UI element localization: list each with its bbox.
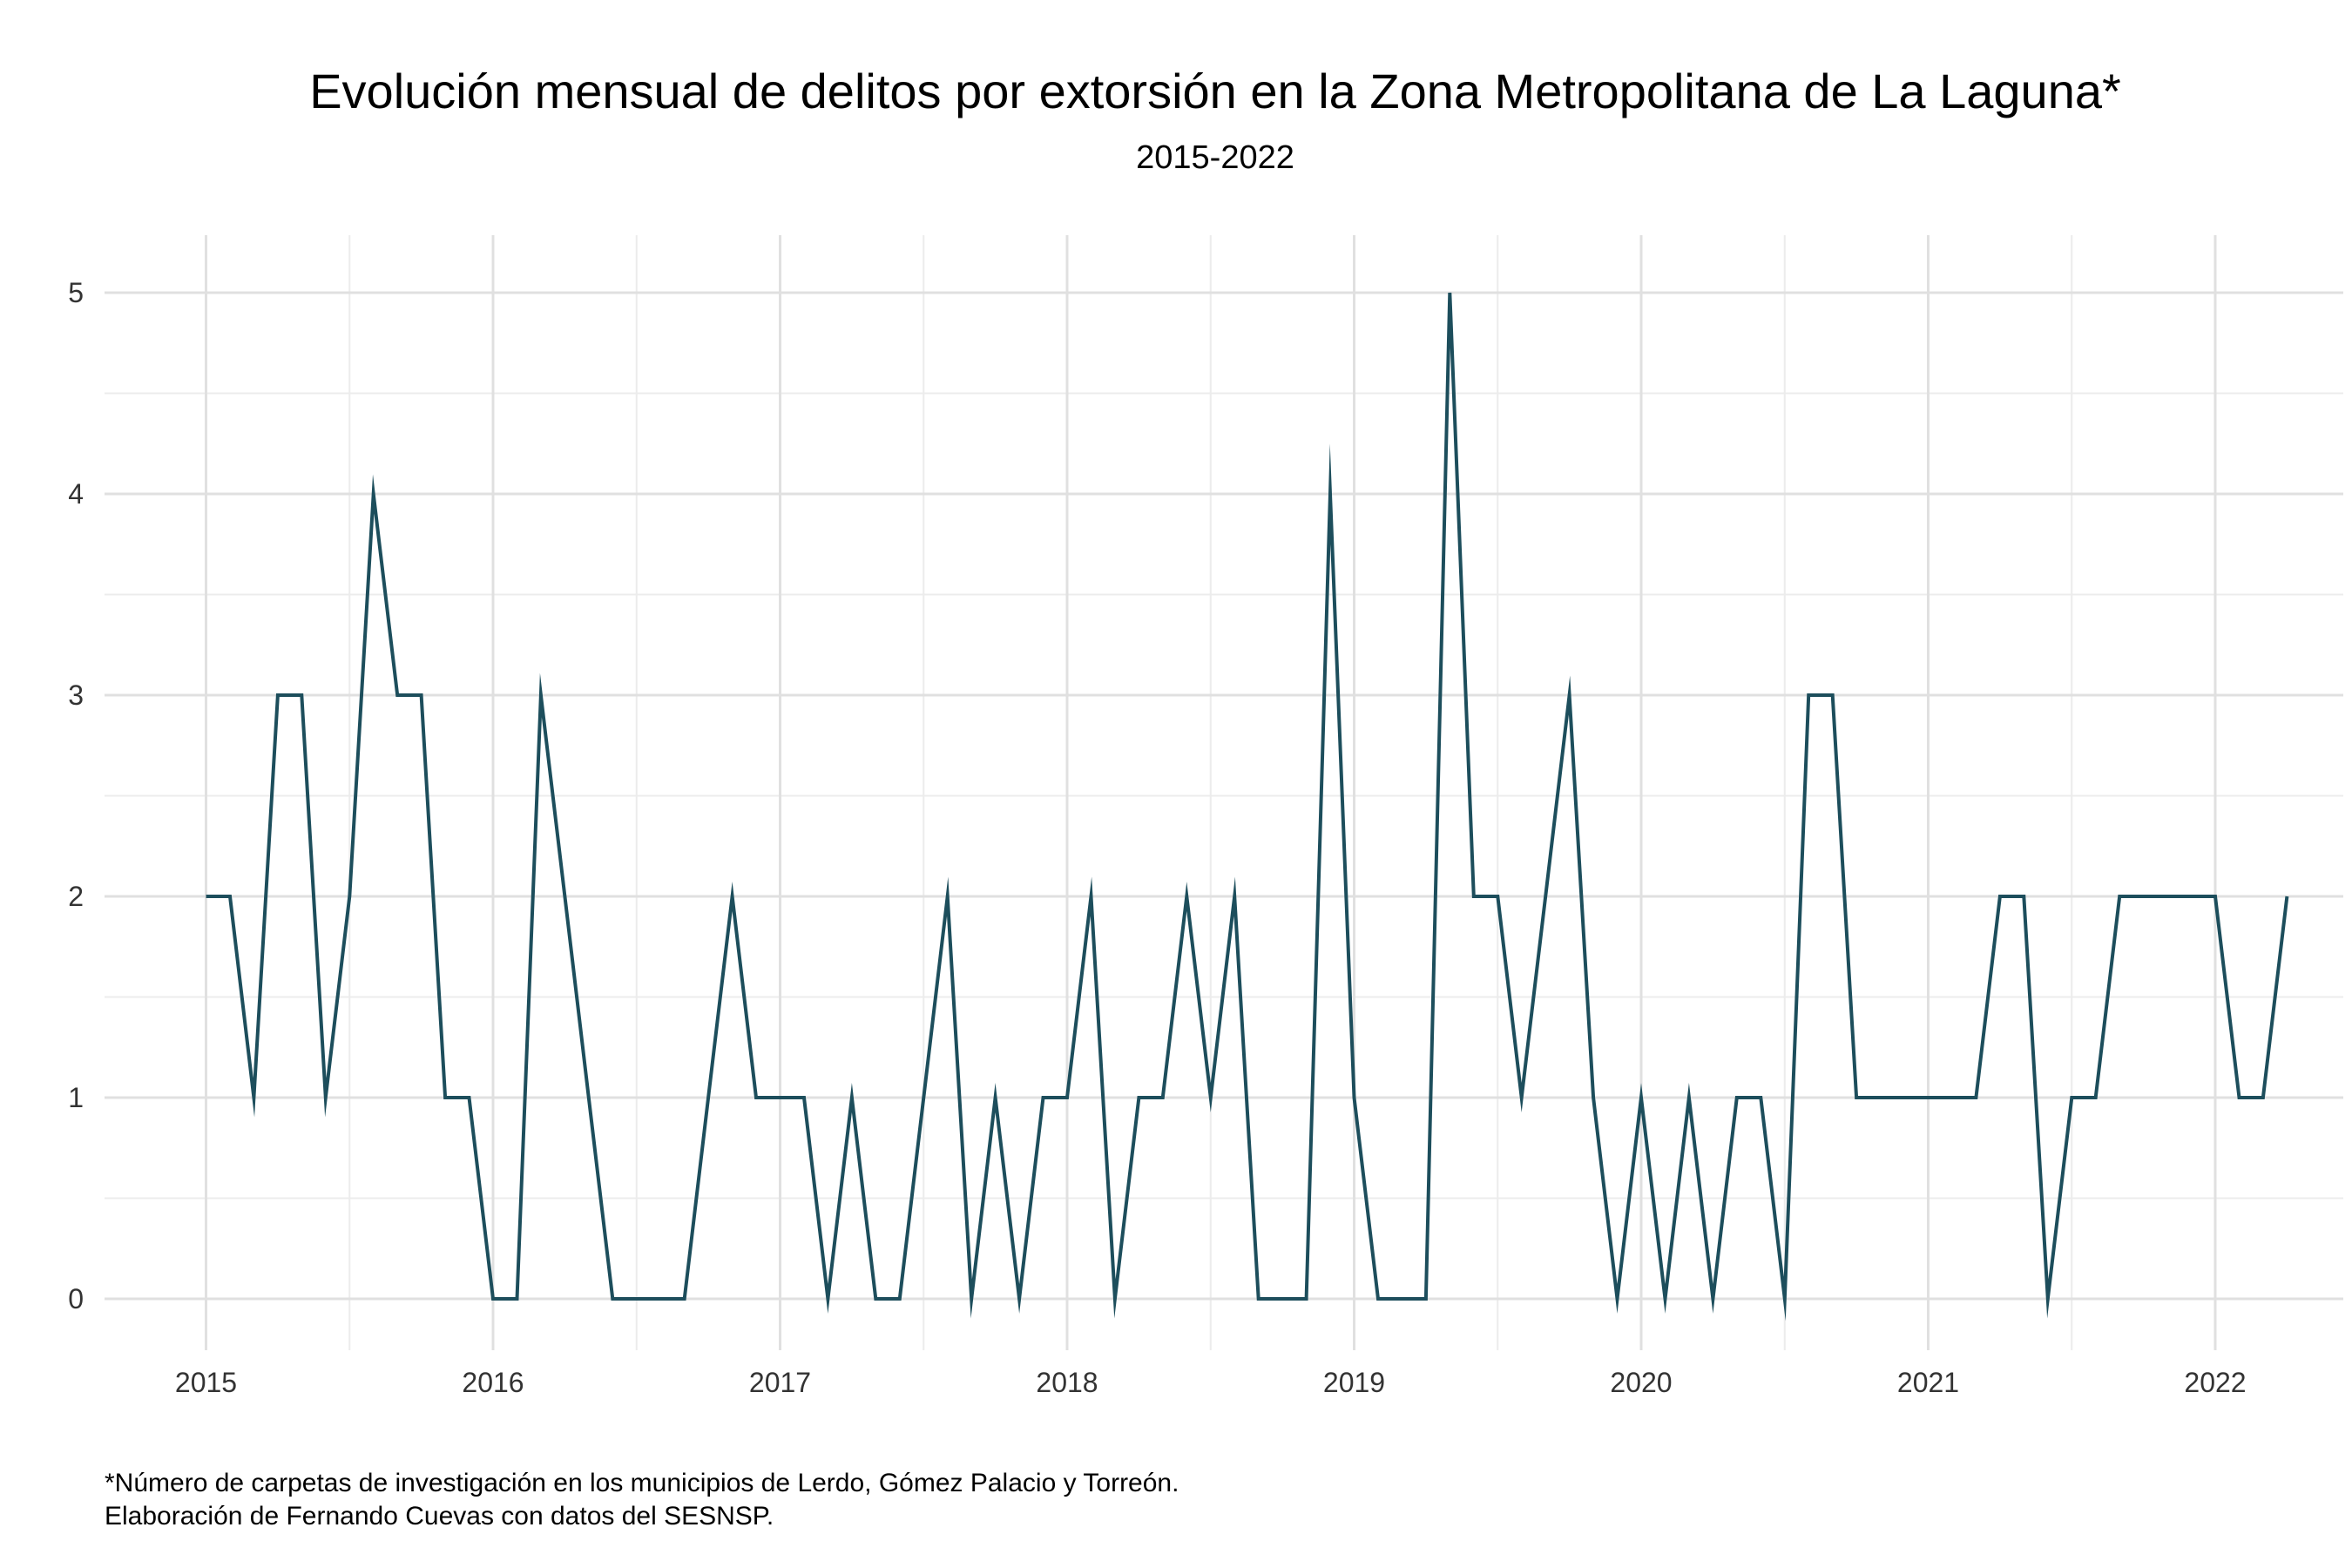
y-tick-label: 1 xyxy=(68,1082,84,1113)
chart-subtitle: 2015-2022 xyxy=(1136,139,1294,176)
series-line xyxy=(206,292,2289,1321)
x-tick-label: 2016 xyxy=(462,1367,524,1398)
x-axis: 2015 2016 2017 2018 2019 2020 2021 2022 xyxy=(175,1367,2247,1398)
y-tick-label: 2 xyxy=(68,881,84,912)
y-tick-label: 0 xyxy=(68,1283,84,1315)
y-axis: 0 1 2 3 4 5 xyxy=(68,277,84,1315)
chart-title: Evolución mensual de delitos por extorsi… xyxy=(309,64,2121,118)
x-tick-label: 2018 xyxy=(1036,1367,1098,1398)
caption-line-2: Elaboración de Fernando Cuevas con datos… xyxy=(105,1502,774,1531)
y-tick-label: 3 xyxy=(68,679,84,711)
caption-line-1: *Número de carpetas de investigación en … xyxy=(105,1469,1179,1497)
series-layer xyxy=(206,292,2289,1321)
caption: *Número de carpetas de investigación en … xyxy=(105,1467,1179,1533)
y-tick-label: 4 xyxy=(68,478,84,510)
major-gridlines xyxy=(105,235,2343,1350)
x-tick-label: 2015 xyxy=(175,1367,237,1398)
x-tick-label: 2020 xyxy=(1610,1367,1672,1398)
minor-gridlines xyxy=(105,235,2343,1350)
x-tick-label: 2017 xyxy=(749,1367,811,1398)
x-tick-label: 2021 xyxy=(1897,1367,1959,1398)
x-tick-label: 2022 xyxy=(2184,1367,2246,1398)
x-tick-label: 2019 xyxy=(1323,1367,1385,1398)
y-tick-label: 5 xyxy=(68,277,84,308)
